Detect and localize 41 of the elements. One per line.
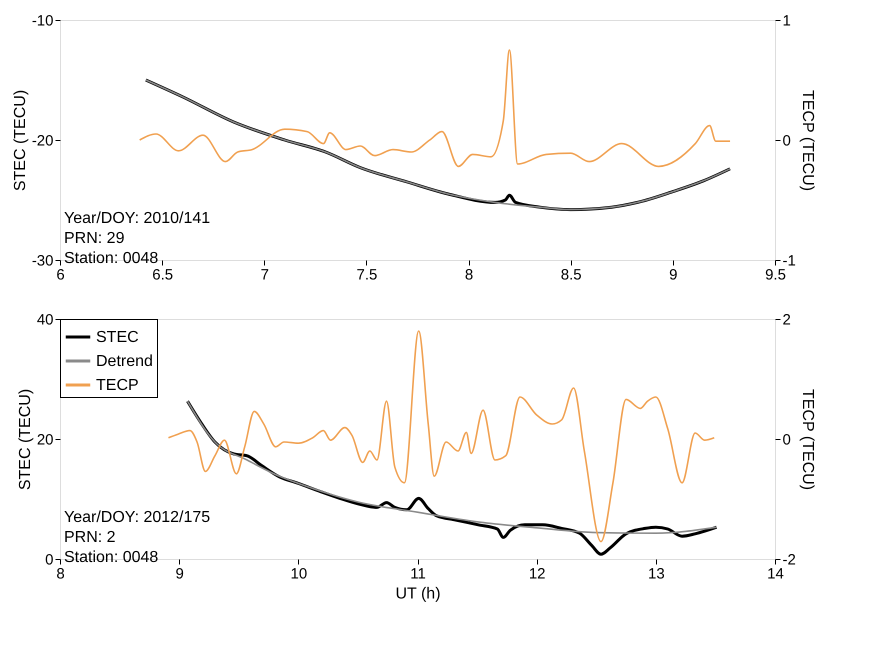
legend-label: TECP [96, 377, 139, 394]
x-tick-label: 8.5 [560, 266, 582, 284]
y2-axis-title: TECP (TECU) [798, 90, 816, 192]
annotation: PRN: 29 [64, 230, 125, 247]
y-tick-label: -30 [32, 252, 54, 270]
y-axis-title: STEC (TECU) [16, 388, 34, 490]
x-tick-label: 13 [648, 566, 665, 582]
y-tick-label: -10 [32, 12, 54, 30]
y2-tick-label: 2 [782, 312, 791, 328]
annotation: Year/DOY: 2010/141 [64, 210, 210, 227]
x-tick-label: 6 [56, 266, 65, 284]
legend-label: STEC [96, 329, 139, 346]
annotation: Station: 0048 [64, 250, 158, 267]
y-tick-label: 20 [36, 432, 54, 448]
x-axis-title: UT (h) [395, 586, 441, 602]
annotation: Station: 0048 [64, 549, 158, 566]
x-tick-label: 9.5 [765, 266, 786, 284]
y2-tick-label: -2 [782, 552, 796, 568]
y2-axis-title: TECP (TECU) [798, 388, 816, 490]
annotation: PRN: 2 [64, 529, 116, 546]
x-tick-label: 7 [260, 266, 269, 284]
x-tick-label: 9 [175, 566, 184, 582]
x-tick-label: 14 [767, 566, 784, 582]
x-tick-label: 7.5 [356, 266, 378, 284]
x-tick-label: 8 [56, 566, 65, 582]
y2-tick-label: 0 [782, 132, 791, 150]
x-tick-label: 8 [464, 266, 474, 284]
annotation: Year/DOY: 2012/175 [64, 509, 210, 526]
y-tick-label: 0 [45, 552, 54, 568]
x-tick-label: 11 [410, 566, 426, 582]
legend-label: Detrend [96, 353, 153, 370]
y2-tick-label: 1 [782, 12, 791, 30]
x-tick-label: 9 [669, 266, 678, 284]
y-tick-label: -20 [32, 132, 54, 150]
y-axis-title: STEC (TECU) [12, 90, 29, 192]
y2-tick-label: 0 [782, 432, 791, 448]
y2-tick-label: -1 [782, 252, 796, 270]
x-tick-label: 10 [290, 566, 308, 582]
x-tick-label: 6.5 [152, 266, 174, 284]
y-tick-label: 40 [36, 312, 54, 328]
x-tick-label: 12 [528, 566, 546, 582]
